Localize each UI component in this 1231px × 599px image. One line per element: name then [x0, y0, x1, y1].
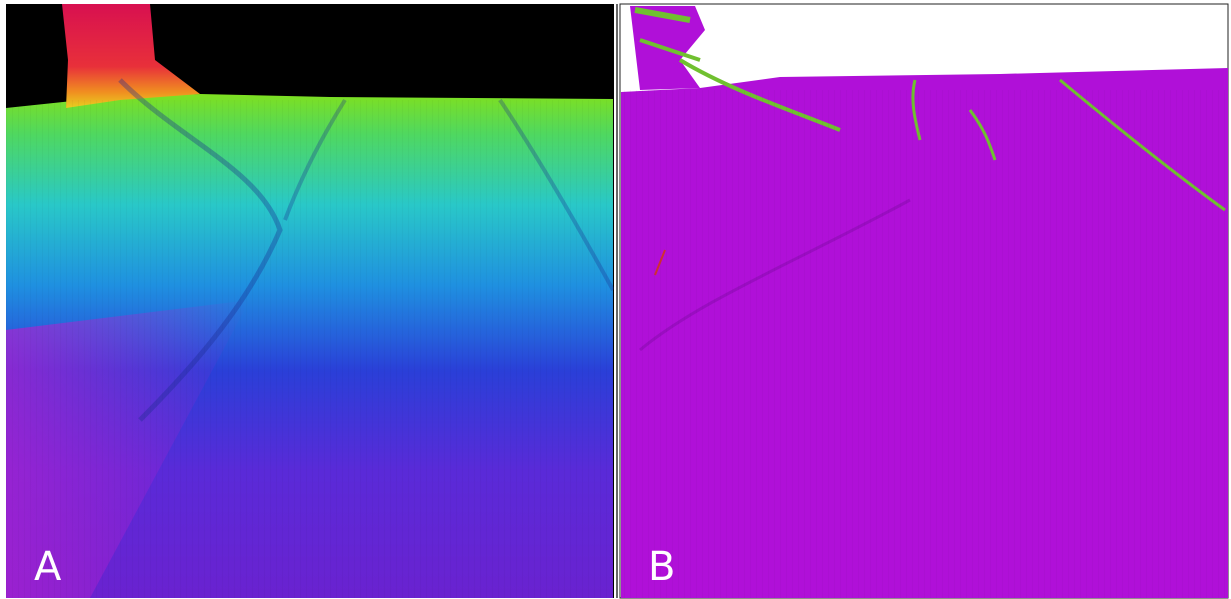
- panel-label: B: [648, 544, 675, 590]
- texture: [6, 100, 614, 598]
- texture: [621, 90, 1228, 598]
- panel-a: A: [6, 4, 614, 598]
- panel-label: A: [34, 544, 62, 590]
- panel-b: B: [620, 4, 1228, 598]
- figure: A B: [0, 0, 1231, 599]
